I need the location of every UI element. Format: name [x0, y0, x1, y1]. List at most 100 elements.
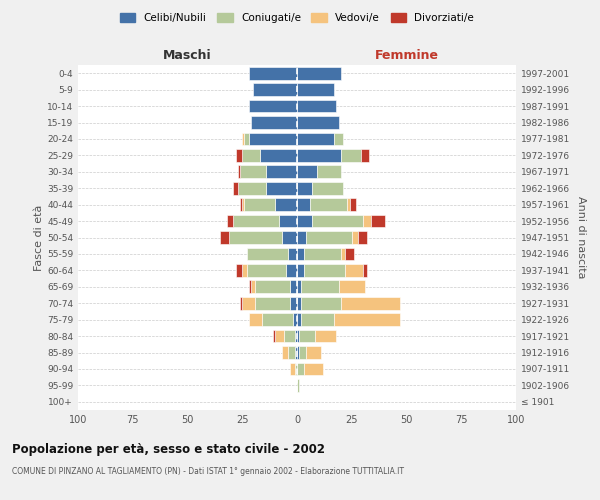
Bar — [242, 149, 260, 162]
Bar — [297, 149, 341, 162]
Bar — [249, 100, 297, 112]
Bar — [233, 214, 280, 228]
Bar — [280, 214, 297, 228]
Bar — [240, 166, 266, 178]
Bar — [297, 67, 341, 80]
Bar — [362, 214, 371, 228]
Bar — [266, 182, 297, 194]
Bar — [341, 297, 400, 310]
Bar — [297, 100, 337, 112]
Bar — [220, 231, 229, 244]
Bar — [236, 264, 242, 277]
Bar — [293, 313, 297, 326]
Bar — [247, 264, 286, 277]
Bar — [306, 346, 321, 359]
Bar — [242, 198, 244, 211]
Bar — [275, 330, 284, 342]
Bar — [244, 198, 275, 211]
Bar — [297, 313, 301, 326]
Bar — [352, 231, 358, 244]
Bar — [256, 280, 290, 293]
Bar — [345, 264, 362, 277]
Y-axis label: Fasce di età: Fasce di età — [34, 204, 44, 270]
Bar — [297, 198, 310, 211]
Bar — [297, 248, 304, 260]
Bar — [341, 149, 361, 162]
Bar — [288, 248, 297, 260]
Text: Femmine: Femmine — [374, 48, 439, 62]
Bar — [297, 116, 338, 129]
Bar — [341, 248, 345, 260]
Bar — [275, 198, 297, 211]
Bar — [297, 346, 299, 359]
Bar — [290, 280, 297, 293]
Bar — [262, 313, 293, 326]
Bar — [297, 214, 313, 228]
Bar — [301, 313, 334, 326]
Legend: Celibi/Nubili, Coniugati/e, Vedovi/e, Divorziati/e: Celibi/Nubili, Coniugati/e, Vedovi/e, Di… — [116, 10, 478, 26]
Bar — [227, 214, 233, 228]
Bar — [249, 313, 262, 326]
Bar — [310, 198, 347, 211]
Bar — [290, 297, 297, 310]
Bar — [297, 280, 301, 293]
Bar — [299, 330, 314, 342]
Bar — [284, 330, 295, 342]
Bar — [371, 214, 385, 228]
Bar — [350, 198, 356, 211]
Bar — [314, 330, 337, 342]
Bar — [281, 346, 288, 359]
Bar — [338, 280, 365, 293]
Bar — [297, 166, 317, 178]
Bar — [233, 182, 238, 194]
Bar — [297, 182, 313, 194]
Bar — [297, 379, 299, 392]
Bar — [240, 198, 242, 211]
Bar — [301, 280, 338, 293]
Bar — [229, 231, 281, 244]
Bar — [334, 132, 343, 145]
Bar — [345, 248, 354, 260]
Bar — [240, 297, 242, 310]
Bar — [297, 231, 306, 244]
Bar — [251, 280, 256, 293]
Bar — [304, 248, 341, 260]
Bar — [297, 83, 334, 96]
Bar — [347, 198, 350, 211]
Bar — [288, 346, 295, 359]
Bar — [304, 264, 345, 277]
Bar — [306, 231, 352, 244]
Bar — [256, 297, 290, 310]
Text: Popolazione per età, sesso e stato civile - 2002: Popolazione per età, sesso e stato civil… — [12, 442, 325, 456]
Bar — [281, 231, 297, 244]
Bar — [297, 362, 304, 376]
Bar — [295, 346, 297, 359]
Bar — [286, 264, 297, 277]
Bar — [273, 330, 275, 342]
Text: Maschi: Maschi — [163, 48, 212, 62]
Bar — [253, 83, 297, 96]
Bar — [249, 280, 251, 293]
Bar — [242, 132, 244, 145]
Bar — [238, 166, 240, 178]
Bar — [304, 362, 323, 376]
Y-axis label: Anni di nascita: Anni di nascita — [575, 196, 586, 279]
Bar — [297, 264, 304, 277]
Bar — [299, 346, 306, 359]
Bar — [362, 264, 367, 277]
Bar — [297, 132, 334, 145]
Bar — [242, 264, 247, 277]
Bar — [334, 313, 400, 326]
Bar — [266, 166, 297, 178]
Bar — [313, 182, 343, 194]
Bar — [249, 67, 297, 80]
Bar — [251, 116, 297, 129]
Bar — [249, 132, 297, 145]
Bar — [297, 330, 299, 342]
Bar — [290, 362, 295, 376]
Text: COMUNE DI PINZANO AL TAGLIAMENTO (PN) - Dati ISTAT 1° gennaio 2002 - Elaborazion: COMUNE DI PINZANO AL TAGLIAMENTO (PN) - … — [12, 468, 404, 476]
Bar — [236, 149, 242, 162]
Bar — [313, 214, 362, 228]
Bar — [317, 166, 341, 178]
Bar — [295, 330, 297, 342]
